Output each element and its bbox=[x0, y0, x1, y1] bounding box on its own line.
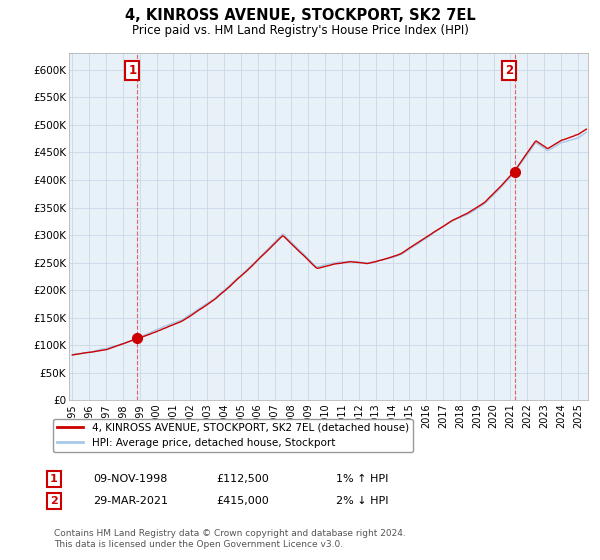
Text: 4, KINROSS AVENUE, STOCKPORT, SK2 7EL: 4, KINROSS AVENUE, STOCKPORT, SK2 7EL bbox=[125, 8, 475, 24]
Text: Price paid vs. HM Land Registry's House Price Index (HPI): Price paid vs. HM Land Registry's House … bbox=[131, 24, 469, 36]
Text: 09-NOV-1998: 09-NOV-1998 bbox=[93, 474, 167, 484]
Text: 29-MAR-2021: 29-MAR-2021 bbox=[93, 496, 168, 506]
Text: 1: 1 bbox=[128, 64, 136, 77]
Text: 2% ↓ HPI: 2% ↓ HPI bbox=[336, 496, 389, 506]
Text: 1% ↑ HPI: 1% ↑ HPI bbox=[336, 474, 388, 484]
Legend: 4, KINROSS AVENUE, STOCKPORT, SK2 7EL (detached house), HPI: Average price, deta: 4, KINROSS AVENUE, STOCKPORT, SK2 7EL (d… bbox=[53, 419, 413, 452]
Text: 2: 2 bbox=[505, 64, 514, 77]
Text: £112,500: £112,500 bbox=[216, 474, 269, 484]
Text: 1: 1 bbox=[50, 474, 58, 484]
Text: Contains HM Land Registry data © Crown copyright and database right 2024.
This d: Contains HM Land Registry data © Crown c… bbox=[54, 529, 406, 549]
Text: 2: 2 bbox=[50, 496, 58, 506]
Text: £415,000: £415,000 bbox=[216, 496, 269, 506]
